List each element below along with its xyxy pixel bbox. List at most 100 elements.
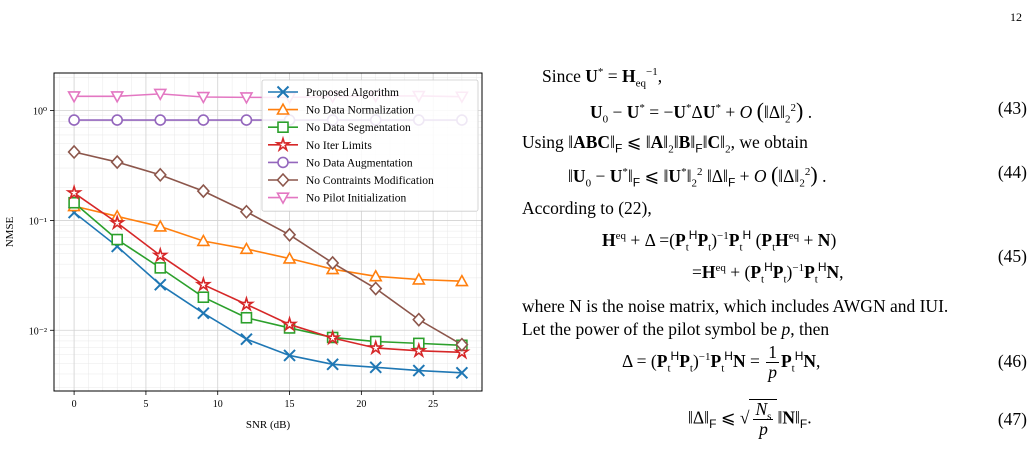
data-point [197, 114, 210, 126]
data-point [111, 114, 123, 126]
legend-label: No Data Segmentation [306, 122, 411, 134]
data-point [153, 219, 168, 232]
data-point [196, 183, 210, 199]
data-point [65, 183, 83, 201]
series-line [73, 205, 462, 282]
y-tick-label: 10⁻² [29, 326, 47, 337]
legend-entry: No Data Normalization [268, 102, 414, 117]
x-tick-label: 20 [356, 399, 366, 410]
legend-entry: No Contraints Modification [268, 172, 434, 188]
data-point [326, 255, 340, 271]
legend-entry: No Data Segmentation [268, 121, 411, 134]
legend-marker [276, 192, 290, 205]
legend-marker [274, 135, 292, 153]
legend-marker [276, 85, 290, 99]
data-point [197, 291, 210, 304]
series-line [73, 211, 462, 374]
x-tick-label: 15 [285, 399, 295, 410]
page-number: 12 [1010, 10, 1022, 24]
data-point [239, 241, 254, 255]
data-point [455, 274, 469, 287]
data-point [282, 251, 297, 264]
series-line [73, 151, 463, 346]
equation-number-44: (44) [997, 162, 1027, 182]
text-using: Using ‖ABC‖F ⩽ ‖A‖2‖B‖F‖C‖2, we obtain [522, 132, 808, 156]
data-point [197, 307, 210, 320]
chart-series [65, 88, 471, 380]
legend-label: No Contraints Modification [306, 175, 434, 187]
equation-number-45: (45) [997, 246, 1027, 266]
data-point [239, 204, 254, 219]
data-point [68, 196, 80, 209]
series-0 [67, 206, 469, 380]
data-point [326, 358, 339, 371]
legend-entry: No Iter Limits [268, 135, 372, 153]
text-according: According to (22), [522, 198, 652, 218]
data-point [455, 366, 469, 380]
legend-marker [276, 172, 290, 188]
series-5 [67, 144, 469, 352]
data-point [368, 269, 383, 282]
data-point [110, 154, 124, 170]
legend-entry: Proposed Algorithm [268, 85, 399, 99]
legend-marker [276, 102, 290, 115]
data-point [410, 341, 428, 359]
data-point [154, 278, 167, 291]
equation-number-46: (46) [997, 351, 1027, 371]
legend-label: No Data Normalization [306, 105, 414, 117]
series-line [73, 192, 462, 354]
data-point [110, 91, 125, 104]
data-point [153, 88, 168, 102]
equation-45-line2: =Heq + (PtHPt)−1PtHN, [692, 260, 844, 286]
equation-44: ‖U0 − U*‖F ⩽ ‖U*‖22 ‖Δ‖F + O (‖Δ‖22) . [568, 162, 827, 190]
data-point [282, 227, 297, 242]
x-axis-label: SNR (dB) [246, 419, 291, 431]
data-point [240, 311, 253, 324]
data-point [154, 262, 167, 274]
data-point [412, 364, 426, 377]
data-point [68, 114, 80, 126]
legend-label: No Pilot Initialization [306, 193, 407, 205]
data-point [237, 295, 256, 312]
data-point [111, 233, 123, 246]
text-where: where N is the noise matrix, which inclu… [522, 296, 949, 316]
data-point [240, 114, 253, 126]
data-point [154, 114, 167, 126]
y-tick-label: 10⁰ [33, 107, 47, 118]
data-point [240, 332, 253, 346]
data-point [283, 349, 296, 362]
nmse-chart: 0 5 10 15 20 25 10⁻² 10⁻¹ 10⁰ Proposed Algorithm… [4, 72, 483, 431]
equation-number-47: (47) [997, 409, 1027, 429]
legend-entry: No Data Augmentation [268, 156, 413, 169]
data-point [369, 281, 383, 296]
data-point [194, 275, 212, 293]
text-since: Since U* = Heq−1, [542, 66, 663, 90]
legend-marker [277, 156, 289, 169]
text-let: Let the power of the pilot symbol be p, … [522, 319, 830, 339]
data-point [455, 337, 469, 352]
data-point [196, 91, 211, 105]
data-point [108, 213, 126, 231]
equation-47: ‖Δ‖F ⩽ √ Ns p ‖N‖F. [688, 399, 812, 440]
data-point [67, 144, 81, 160]
data-point [239, 92, 254, 105]
legend-box [261, 79, 479, 212]
y-axis-label: NMSE [4, 216, 16, 247]
equation-number-43: (43) [997, 98, 1027, 118]
data-point [324, 329, 342, 346]
x-tick-label: 5 [143, 399, 148, 410]
y-tick-label: 10⁻¹ [29, 216, 47, 227]
legend-label: No Iter Limits [306, 140, 372, 152]
x-tick-label: 25 [428, 399, 438, 410]
data-point [196, 233, 211, 247]
legend-label: No Data Augmentation [306, 157, 413, 169]
data-point [280, 315, 299, 332]
data-point [369, 361, 382, 374]
chart-legend: Proposed Algorithm No Data Normalization N… [261, 79, 479, 212]
chart-ticks: 0 5 10 15 20 25 10⁻² 10⁻¹ 10⁰ [29, 107, 438, 410]
data-point [412, 312, 426, 327]
legend-label: Proposed Algorithm [306, 87, 399, 99]
data-point [151, 246, 169, 263]
series-line [73, 202, 462, 347]
data-point [67, 91, 81, 104]
